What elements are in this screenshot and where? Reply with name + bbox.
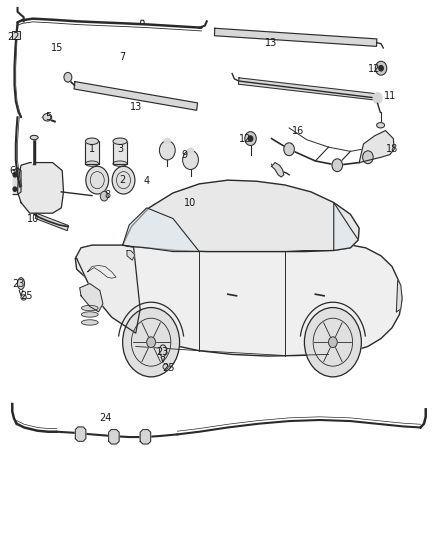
- Circle shape: [86, 166, 109, 194]
- Ellipse shape: [81, 312, 98, 317]
- Circle shape: [183, 150, 198, 169]
- Circle shape: [100, 191, 108, 201]
- Circle shape: [363, 151, 373, 164]
- Polygon shape: [215, 28, 377, 46]
- Polygon shape: [272, 163, 284, 177]
- Text: 24: 24: [99, 414, 111, 423]
- Text: 11: 11: [384, 91, 396, 101]
- Text: 25: 25: [20, 291, 32, 301]
- Text: 1: 1: [89, 144, 95, 154]
- Polygon shape: [127, 251, 135, 260]
- Text: 4: 4: [144, 176, 150, 186]
- Ellipse shape: [164, 139, 170, 143]
- Text: 23: 23: [12, 279, 25, 288]
- Polygon shape: [123, 180, 359, 252]
- Text: 16: 16: [292, 126, 304, 135]
- Polygon shape: [35, 213, 69, 231]
- Text: 25: 25: [162, 363, 175, 373]
- Circle shape: [248, 136, 253, 141]
- Ellipse shape: [85, 138, 99, 144]
- Circle shape: [159, 141, 175, 160]
- Polygon shape: [75, 245, 140, 333]
- Polygon shape: [113, 141, 127, 164]
- Text: 12: 12: [368, 64, 381, 74]
- Ellipse shape: [21, 295, 26, 300]
- Text: 12: 12: [239, 134, 251, 143]
- Ellipse shape: [43, 114, 52, 121]
- Polygon shape: [75, 427, 86, 441]
- Circle shape: [123, 308, 180, 377]
- Polygon shape: [85, 141, 99, 164]
- Circle shape: [373, 93, 382, 103]
- Polygon shape: [334, 203, 358, 251]
- Circle shape: [375, 61, 387, 75]
- Polygon shape: [13, 168, 21, 195]
- Text: 2: 2: [120, 175, 126, 185]
- Text: 13: 13: [130, 102, 142, 111]
- Ellipse shape: [113, 138, 127, 144]
- Text: 22: 22: [7, 33, 19, 42]
- Polygon shape: [74, 82, 198, 110]
- Text: 10: 10: [184, 198, 197, 207]
- Text: 18: 18: [386, 144, 398, 154]
- Ellipse shape: [113, 161, 127, 166]
- Ellipse shape: [163, 364, 168, 369]
- Circle shape: [13, 187, 17, 191]
- Polygon shape: [396, 280, 402, 312]
- Circle shape: [328, 337, 337, 348]
- FancyBboxPatch shape: [12, 31, 20, 39]
- Text: 6: 6: [9, 166, 15, 175]
- Polygon shape: [140, 430, 151, 444]
- Polygon shape: [80, 284, 103, 312]
- Text: 8: 8: [104, 190, 110, 199]
- Ellipse shape: [30, 135, 38, 140]
- Ellipse shape: [159, 345, 166, 357]
- Ellipse shape: [85, 161, 99, 166]
- Polygon shape: [109, 430, 119, 444]
- Circle shape: [245, 132, 256, 146]
- Ellipse shape: [187, 148, 194, 152]
- Polygon shape: [75, 240, 402, 356]
- Polygon shape: [18, 163, 64, 213]
- Circle shape: [332, 159, 343, 172]
- Polygon shape: [123, 208, 199, 252]
- Polygon shape: [238, 78, 377, 100]
- Circle shape: [147, 337, 155, 348]
- Text: 15: 15: [51, 43, 63, 53]
- Text: 23: 23: [156, 347, 168, 357]
- Text: 7: 7: [120, 52, 126, 62]
- Text: 5: 5: [45, 112, 51, 122]
- Ellipse shape: [377, 123, 385, 128]
- Ellipse shape: [18, 278, 25, 289]
- Text: 10: 10: [27, 214, 39, 223]
- Circle shape: [379, 66, 383, 71]
- Circle shape: [112, 166, 135, 194]
- Ellipse shape: [81, 320, 98, 325]
- Polygon shape: [359, 131, 394, 163]
- Text: 3: 3: [117, 144, 124, 154]
- Circle shape: [64, 72, 72, 82]
- Circle shape: [304, 308, 361, 377]
- Text: 13: 13: [265, 38, 278, 47]
- Text: 9: 9: [181, 150, 187, 159]
- Ellipse shape: [81, 305, 98, 311]
- Circle shape: [284, 143, 294, 156]
- Circle shape: [13, 173, 17, 177]
